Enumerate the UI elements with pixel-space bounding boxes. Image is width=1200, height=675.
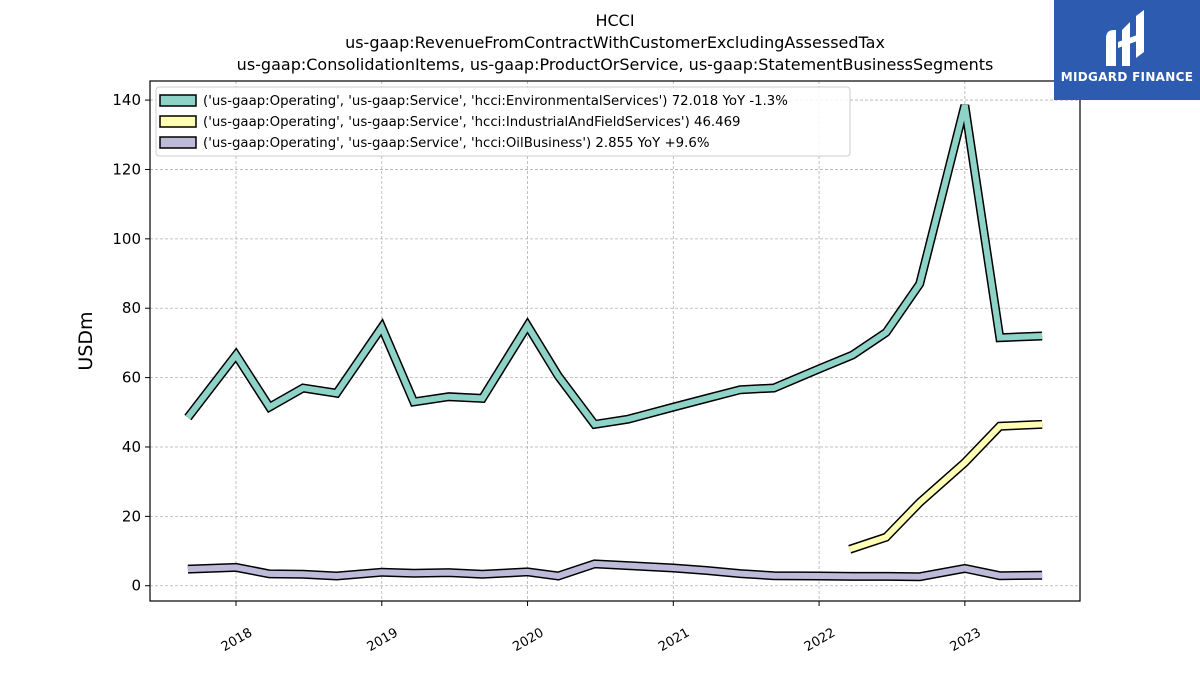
y-tick-label: 40 <box>122 438 141 456</box>
y-tick-label: 120 <box>112 160 141 178</box>
y-tick-label: 80 <box>122 299 141 317</box>
y-tick-label: 100 <box>112 230 141 248</box>
y-tick-label: 60 <box>122 369 141 387</box>
y-tick-label: 20 <box>122 507 141 525</box>
legend-swatch-0 <box>159 94 197 107</box>
x-tick-label: 2020 <box>510 625 546 655</box>
legend-box <box>155 86 851 157</box>
x-tick-label: 2022 <box>802 625 838 655</box>
x-tick-label: 2019 <box>365 625 401 655</box>
series-line-0 <box>185 104 1043 428</box>
y-tick-label: 0 <box>131 577 141 595</box>
y-tick-label: 140 <box>112 91 141 109</box>
series-line-1 <box>848 421 1043 553</box>
plot-area <box>150 81 1080 601</box>
x-tick-label: 2021 <box>656 625 692 655</box>
legend-label-1: ('us-gaap:Operating', 'us-gaap:Service',… <box>203 115 741 130</box>
chart-title-block: HCCI us-gaap:RevenueFromContractWithCust… <box>0 10 1200 76</box>
legend: ('us-gaap:Operating', 'us-gaap:Service',… <box>155 86 851 157</box>
chart-title: HCCI <box>595 11 635 30</box>
plot-frame <box>149 80 1081 602</box>
chart-subtitle-line-1: us-gaap:RevenueFromContractWithCustomerE… <box>345 33 885 52</box>
series-line-2 <box>187 560 1043 580</box>
chart-subtitle-line-2: us-gaap:ConsolidationItems, us-gaap:Prod… <box>236 55 994 74</box>
brand-mark-icon <box>1106 10 1144 66</box>
legend-swatch-2 <box>159 136 197 149</box>
legend-label-2: ('us-gaap:Operating', 'us-gaap:Service',… <box>203 136 709 151</box>
brand-name: MIDGARD FINANCE <box>1060 70 1194 84</box>
x-tick-label: 2023 <box>948 625 984 655</box>
legend-swatch-1 <box>159 115 197 128</box>
x-tick-label: 2018 <box>219 625 255 655</box>
legend-label-0: ('us-gaap:Operating', 'us-gaap:Service',… <box>203 94 788 109</box>
y-axis-label: USDm <box>75 311 97 370</box>
